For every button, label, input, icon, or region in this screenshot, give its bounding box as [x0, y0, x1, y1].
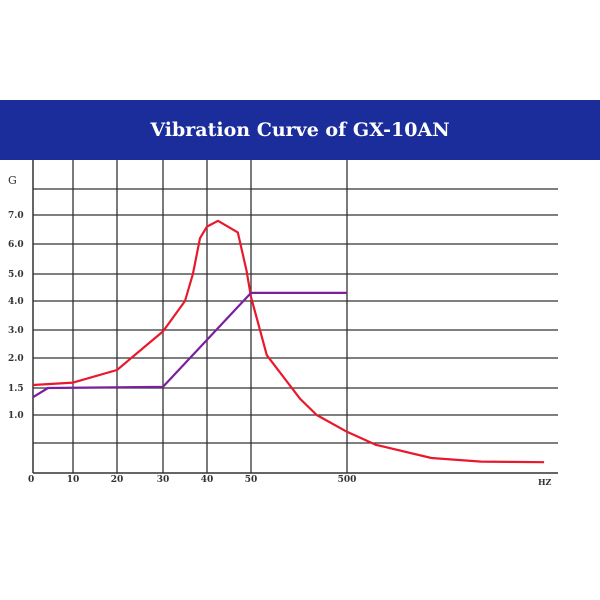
y-tick-label: 3.0: [8, 326, 24, 336]
title-banner: Vibration Curve of GX-10AN: [0, 100, 600, 160]
x-tick-label: 20: [111, 475, 124, 485]
x-tick-label: 50: [245, 475, 258, 485]
series: [32, 219, 545, 464]
series-line-red: [32, 219, 545, 464]
y-tick-label: 6.0: [8, 240, 24, 250]
x-tick-label: 0: [28, 475, 34, 485]
x-tick-label: 30: [157, 475, 170, 485]
x-tick-label: 40: [201, 475, 214, 485]
y-tick-label: 4.0: [8, 297, 24, 307]
y-axis-label: G: [8, 174, 17, 187]
y-tick-label: 1.5: [8, 384, 24, 394]
y-tick-label: 5.0: [8, 270, 24, 280]
x-axis-label: HZ: [538, 477, 552, 487]
y-tick-label: 7.0: [8, 211, 24, 221]
tick-labels: 0 10 20 30 40 50 500 1.0 1.5 2.0 3.0 4.0 5.0 6.0 7.0: [8, 211, 356, 485]
x-tick-label: 10: [67, 475, 80, 485]
series-line-purple: [32, 291, 347, 399]
grid: [32, 160, 558, 474]
chart-title: Vibration Curve of GX-10AN: [150, 119, 450, 141]
x-tick-label: 500: [338, 475, 357, 485]
y-tick-label: 2.0: [8, 354, 24, 364]
y-tick-label: 1.0: [8, 411, 24, 421]
